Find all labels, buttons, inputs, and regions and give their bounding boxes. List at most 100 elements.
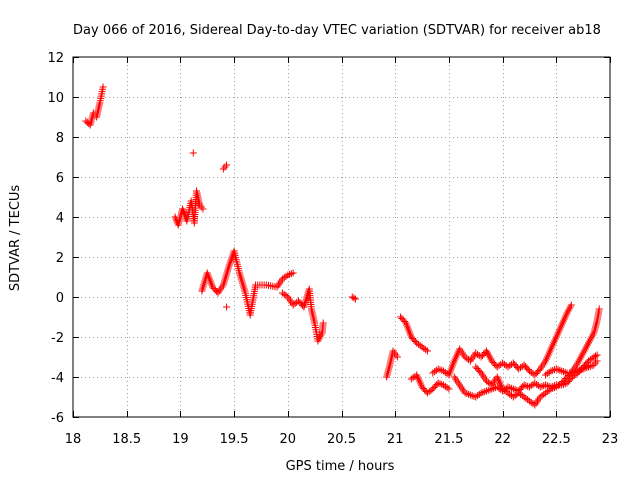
data-point xyxy=(289,269,297,277)
data-point xyxy=(586,356,594,364)
data-point xyxy=(538,382,546,390)
data-point xyxy=(282,272,290,280)
tick-labels: 18 18.5 19 19.5 20 20.5 21 21.5 22 22.5 23 -6 -4 -2 0 2… xyxy=(47,51,618,447)
data-point xyxy=(409,374,417,382)
data-point xyxy=(545,386,553,394)
data-point xyxy=(583,364,591,372)
data-point xyxy=(280,274,288,282)
data-point xyxy=(585,357,593,365)
y-tick-label: 6 xyxy=(56,171,64,186)
data-point xyxy=(472,349,480,357)
x-tick-label: 22.5 xyxy=(542,432,571,447)
data-point xyxy=(500,360,508,368)
y-tick-label: 10 xyxy=(47,91,64,106)
data-points xyxy=(82,83,603,409)
data-point xyxy=(422,346,430,354)
data-point xyxy=(420,344,428,352)
data-point xyxy=(504,383,512,391)
data-point xyxy=(434,365,442,373)
data-point xyxy=(482,387,490,395)
data-point xyxy=(593,351,601,359)
data-point xyxy=(486,386,494,394)
data-point xyxy=(286,270,294,278)
axis-ticks xyxy=(73,57,611,418)
data-point xyxy=(477,389,485,397)
data-point xyxy=(567,301,575,309)
data-point xyxy=(552,383,560,391)
data-point xyxy=(486,380,494,388)
data-point xyxy=(414,340,422,348)
x-tick-label: 21.5 xyxy=(434,432,463,447)
data-point xyxy=(506,362,514,370)
y-tick-label: -2 xyxy=(51,331,64,346)
y-tick-label: 4 xyxy=(56,211,64,226)
data-point xyxy=(531,379,539,387)
data-point xyxy=(595,305,603,313)
data-point xyxy=(543,370,551,378)
data-point xyxy=(579,365,587,373)
data-point xyxy=(434,379,442,387)
data-point xyxy=(536,393,544,401)
data-point xyxy=(502,388,510,396)
data-point xyxy=(524,382,532,390)
data-point xyxy=(517,390,524,398)
data-point xyxy=(474,392,482,400)
data-point xyxy=(527,382,535,390)
data-point xyxy=(413,339,421,347)
data-point xyxy=(431,368,439,376)
data-point xyxy=(443,384,451,392)
data-point xyxy=(499,385,507,393)
data-point xyxy=(522,394,530,402)
data-point xyxy=(549,384,557,392)
data-point xyxy=(525,367,533,375)
data-point xyxy=(287,270,295,278)
data-point xyxy=(465,356,473,364)
data-point xyxy=(540,390,548,398)
grid xyxy=(73,57,610,417)
data-point xyxy=(407,375,415,383)
data-point xyxy=(280,290,288,298)
data-point xyxy=(549,366,557,374)
x-tick-label: 19.5 xyxy=(220,432,249,447)
data-point xyxy=(554,382,562,390)
data-point xyxy=(509,385,517,393)
data-point xyxy=(284,271,292,279)
y-tick-label: -4 xyxy=(51,371,64,386)
data-point xyxy=(576,366,584,374)
x-axis-label: GPS time / hours xyxy=(286,459,395,474)
data-point xyxy=(527,368,535,376)
y-axis-label: SDTVAR / TECUs xyxy=(8,185,23,292)
data-point xyxy=(189,149,197,157)
data-point xyxy=(418,343,426,351)
data-point xyxy=(351,295,359,303)
x-tick-label: 23 xyxy=(602,432,619,447)
data-point xyxy=(291,300,299,308)
data-point xyxy=(542,371,550,379)
data-point xyxy=(554,366,562,374)
y-tick-label: 12 xyxy=(47,51,64,66)
data-point xyxy=(484,378,492,386)
data-point xyxy=(493,363,501,371)
data-point xyxy=(445,385,453,393)
data-point xyxy=(525,383,533,391)
data-point xyxy=(479,388,487,396)
data-point xyxy=(278,275,286,283)
data-point xyxy=(463,354,471,362)
data-point xyxy=(278,289,286,297)
data-point xyxy=(470,392,478,400)
x-tick-label: 18 xyxy=(65,432,82,447)
data-point xyxy=(499,359,507,367)
data-point xyxy=(533,380,541,388)
data-point xyxy=(475,390,483,398)
data-point xyxy=(517,364,524,372)
data-point xyxy=(423,389,431,397)
data-point xyxy=(472,393,480,401)
data-point xyxy=(552,365,560,373)
data-point xyxy=(436,366,444,374)
y-tick-label: 8 xyxy=(56,131,64,146)
data-point xyxy=(543,388,551,396)
plot-frame xyxy=(72,56,611,418)
y-tick-label: -6 xyxy=(51,411,64,426)
